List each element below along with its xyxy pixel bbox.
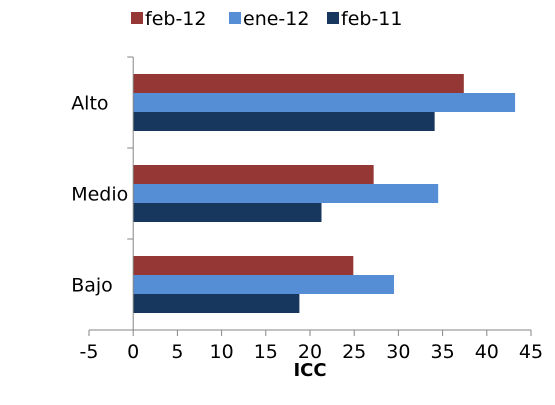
bar-feb-12-medio xyxy=(133,165,374,184)
x-tick-label-5: 5 xyxy=(171,341,183,363)
x-tick-label-15: 15 xyxy=(254,341,278,363)
bars xyxy=(133,74,516,313)
x-tick-label-45: 45 xyxy=(519,341,543,363)
x-tick-label-5: -5 xyxy=(80,341,99,363)
bar-feb-11-medio xyxy=(133,203,322,222)
legend-swatch-ene-12 xyxy=(229,12,241,24)
legend-label-ene-12: ene-12 xyxy=(243,8,309,30)
category-label-bajo: Bajo xyxy=(71,275,113,297)
x-tick-label-25: 25 xyxy=(342,341,366,363)
category-label-alto: Alto xyxy=(71,93,108,115)
x-tick-label-30: 30 xyxy=(386,341,410,363)
bar-ene-12-alto xyxy=(133,93,516,112)
legend: feb-12 ene-12 feb-11 xyxy=(131,8,402,30)
axes: Alto Medio Bajo -5 0 5 10 15 20 25 30 35 40 45 xyxy=(71,56,543,363)
bar-feb-11-bajo xyxy=(133,294,300,313)
category-label-medio: Medio xyxy=(71,184,128,206)
bar-ene-12-bajo xyxy=(133,275,394,294)
x-tick-label-0: 0 xyxy=(127,341,139,363)
x-tick-label-20: 20 xyxy=(298,341,322,363)
legend-label-feb-11: feb-11 xyxy=(341,8,402,30)
legend-swatch-feb-11 xyxy=(327,12,339,24)
x-tick-label-10: 10 xyxy=(210,341,234,363)
legend-label-feb-12: feb-12 xyxy=(145,8,206,30)
bar-feb-12-bajo xyxy=(133,256,354,275)
x-tick-label-35: 35 xyxy=(431,341,455,363)
legend-swatch-feb-12 xyxy=(131,12,143,24)
bar-feb-12-alto xyxy=(133,74,464,93)
bar-ene-12-medio xyxy=(133,184,439,203)
bar-feb-11-alto xyxy=(133,112,435,131)
x-axis-title: ICC xyxy=(293,360,326,381)
x-tick-label-40: 40 xyxy=(475,341,499,363)
